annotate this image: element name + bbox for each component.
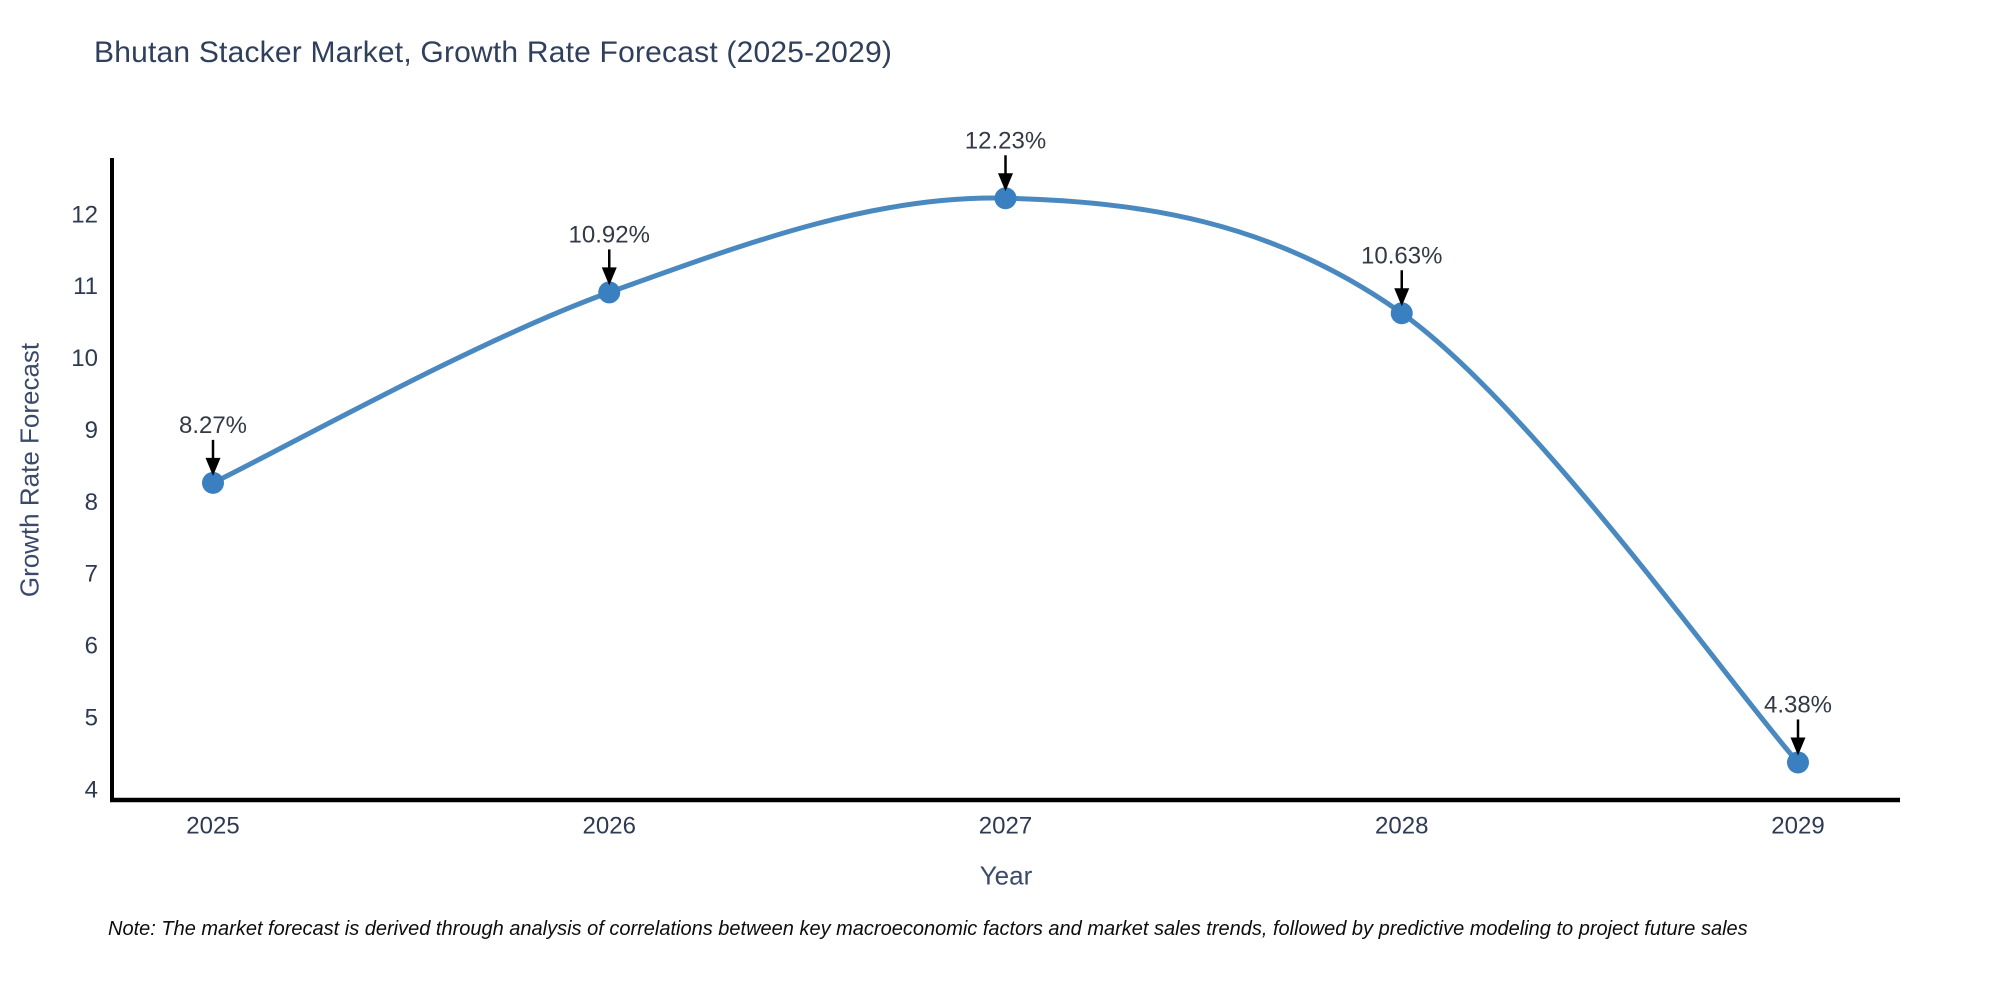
y-tick-label: 10 bbox=[71, 345, 98, 372]
x-tick-label: 2029 bbox=[1771, 813, 1824, 840]
x-tick-label: 2026 bbox=[583, 813, 636, 840]
annotation-label: 10.92% bbox=[569, 221, 650, 248]
x-tick-label: 2027 bbox=[979, 813, 1032, 840]
annotation-label: 12.23% bbox=[965, 127, 1046, 154]
chart-title: Bhutan Stacker Market, Growth Rate Forec… bbox=[94, 36, 893, 69]
annotation-label: 4.38% bbox=[1764, 691, 1832, 718]
x-tick-label: 2025 bbox=[186, 813, 239, 840]
y-tick-label: 6 bbox=[85, 633, 98, 660]
data-point-marker-2029 bbox=[1787, 751, 1809, 774]
data-point-marker-2026 bbox=[598, 281, 621, 304]
y-tick-label: 12 bbox=[71, 201, 98, 228]
annotation-arrowhead bbox=[1394, 288, 1410, 307]
y-tick-label: 11 bbox=[73, 273, 98, 300]
forecast-line bbox=[210, 195, 1801, 765]
data-point-marker-2027 bbox=[994, 187, 1017, 210]
footnote: Note: The market forecast is derived thr… bbox=[108, 918, 1748, 940]
y-tick-label: 8 bbox=[85, 489, 98, 516]
annotation-label: 10.63% bbox=[1361, 242, 1442, 269]
annotation-arrowhead bbox=[205, 457, 221, 476]
annotation-label: 8.27% bbox=[179, 412, 247, 439]
annotation-arrowhead bbox=[601, 267, 617, 286]
y-tick-label: 9 bbox=[85, 417, 98, 444]
data-point-marker-2025 bbox=[202, 471, 224, 494]
x-axis-title: Year bbox=[979, 860, 1033, 891]
annotation-arrowhead bbox=[1790, 737, 1806, 756]
x-tick-label: 2028 bbox=[1375, 813, 1428, 840]
y-tick-label: 4 bbox=[85, 776, 98, 803]
y-tick-label: 5 bbox=[85, 704, 98, 731]
annotation-arrowhead bbox=[998, 173, 1013, 192]
data-point-marker-2028 bbox=[1390, 302, 1413, 325]
y-tick-label: 7 bbox=[85, 561, 98, 588]
